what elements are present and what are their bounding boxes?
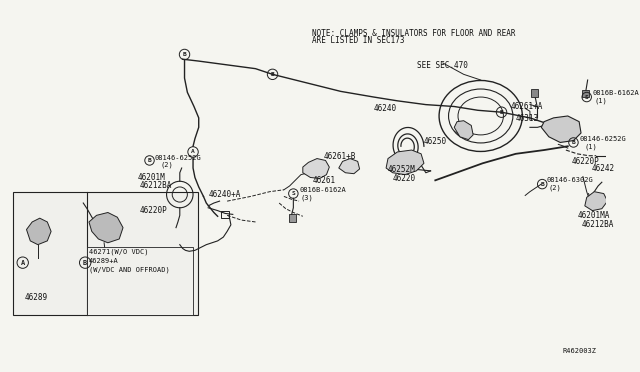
Text: B: B — [182, 52, 186, 57]
Text: 46313: 46313 — [516, 114, 539, 123]
Text: (W/VDC AND OFFROAD): (W/VDC AND OFFROAD) — [89, 266, 170, 273]
Bar — [13, 192, 198, 315]
Text: B: B — [540, 182, 544, 187]
Text: 46242: 46242 — [591, 164, 614, 173]
Text: (1): (1) — [585, 143, 598, 150]
Bar — [531, 90, 538, 97]
Text: SEE SEC.470: SEE SEC.470 — [417, 61, 468, 70]
Text: 46289: 46289 — [24, 293, 48, 302]
Text: 46240: 46240 — [374, 104, 397, 113]
Text: B: B — [271, 72, 275, 77]
Text: 46201MA: 46201MA — [577, 211, 610, 220]
Polygon shape — [541, 116, 581, 142]
Text: 46271(W/O VDC): 46271(W/O VDC) — [89, 249, 148, 256]
Text: B: B — [148, 158, 152, 163]
Text: ARE LISTED IN SEC173: ARE LISTED IN SEC173 — [312, 36, 404, 45]
Text: 08146-6302G: 08146-6302G — [547, 177, 594, 183]
Text: (2): (2) — [549, 185, 562, 191]
Text: 46201M: 46201M — [137, 173, 165, 182]
Text: 46212BA: 46212BA — [582, 220, 614, 229]
Text: 0816B-6162A: 0816B-6162A — [593, 90, 639, 96]
Text: (1): (1) — [595, 97, 607, 104]
Text: 08146-6252G: 08146-6252G — [579, 136, 626, 142]
Bar — [582, 90, 589, 97]
Text: R462003Z: R462003Z — [562, 349, 596, 355]
Text: 46261: 46261 — [312, 176, 335, 185]
Text: 46252M: 46252M — [388, 166, 416, 174]
Polygon shape — [454, 121, 473, 140]
Text: 0816B-6162A: 0816B-6162A — [299, 187, 346, 193]
Text: 46220P: 46220P — [572, 157, 599, 166]
Text: A: A — [191, 150, 195, 154]
Text: S: S — [291, 191, 295, 196]
Text: 46220: 46220 — [393, 174, 416, 183]
Text: 46261+B: 46261+B — [324, 152, 356, 161]
Text: B: B — [572, 140, 575, 145]
Text: 46261+A: 46261+A — [511, 102, 543, 111]
Text: 08146-6252G: 08146-6252G — [154, 155, 201, 161]
Text: (2): (2) — [161, 162, 173, 169]
Text: A: A — [20, 260, 25, 266]
Bar — [289, 214, 296, 222]
Text: B: B — [500, 110, 504, 115]
Text: 46220P: 46220P — [140, 206, 168, 215]
Bar — [87, 247, 193, 315]
Text: 46240+A: 46240+A — [208, 190, 241, 199]
Text: (3): (3) — [301, 194, 314, 201]
Text: S: S — [585, 94, 589, 100]
Text: 46250: 46250 — [424, 137, 447, 146]
Text: B: B — [83, 260, 87, 266]
Polygon shape — [26, 218, 51, 245]
Polygon shape — [585, 192, 607, 211]
Text: NOTE: CLAMPS & INSULATORS FOR FLOOR AND REAR: NOTE: CLAMPS & INSULATORS FOR FLOOR AND … — [312, 29, 516, 38]
Bar — [221, 211, 229, 218]
Polygon shape — [386, 150, 424, 174]
Text: 46289+A: 46289+A — [89, 258, 118, 264]
Polygon shape — [89, 212, 123, 243]
Polygon shape — [339, 158, 360, 174]
Text: 46212BA: 46212BA — [140, 182, 172, 190]
Polygon shape — [303, 158, 330, 179]
